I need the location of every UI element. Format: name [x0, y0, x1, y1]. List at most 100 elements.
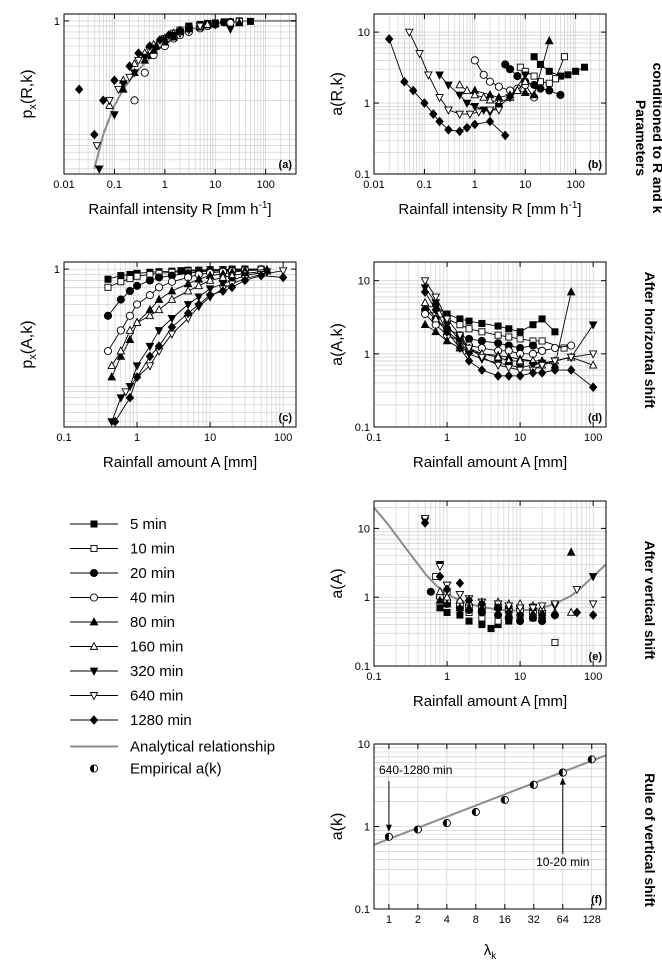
data-point — [154, 283, 164, 292]
x-tick-label: 1 — [444, 671, 450, 683]
x-tick-label: 0.1 — [366, 432, 381, 444]
data-point — [545, 86, 554, 95]
data-point — [409, 85, 418, 96]
data-point — [538, 315, 546, 323]
data-point — [464, 595, 474, 606]
panel-c: 0.1 1 10 100 1 (c) Rainfall amount A [mm] px(A,… — [19, 261, 297, 471]
x-ticks-d: 0.1 1 10 100 — [366, 262, 602, 444]
legend-item: 5 min — [70, 516, 167, 533]
y-tick-label: 1 — [54, 16, 60, 28]
data-point — [464, 334, 474, 343]
data-point — [493, 371, 503, 381]
legend-item-analytical: Analytical relationship — [70, 739, 275, 756]
legend-label: 1280 min — [130, 712, 192, 729]
data-point — [130, 69, 139, 78]
data-point — [145, 342, 155, 352]
y-tick-label: 1 — [364, 98, 370, 110]
data-point — [426, 587, 435, 596]
data-point — [116, 346, 126, 355]
data-point — [516, 328, 524, 336]
data-point — [164, 30, 174, 40]
panel-label: (a) — [279, 159, 293, 171]
panel-label: (d) — [588, 412, 602, 424]
axes-frame — [63, 13, 297, 175]
data-point — [104, 283, 112, 291]
data-point — [551, 638, 559, 646]
data-point — [234, 17, 244, 27]
data-point — [493, 361, 503, 371]
y-axis-label-sub: x — [27, 354, 39, 360]
x-tick-label: 0.1 — [107, 179, 122, 191]
data-point — [528, 610, 538, 620]
data-point — [155, 35, 165, 45]
data-point — [455, 80, 464, 89]
data-point — [167, 286, 177, 295]
data-point — [110, 416, 120, 427]
y-axis-label-main: p — [19, 360, 36, 369]
y-ticks-b: 0.1 1 10 — [355, 27, 606, 181]
data-point — [246, 17, 254, 25]
x-tick-label: 32 — [528, 914, 540, 926]
data-point — [140, 68, 149, 77]
data-point — [420, 277, 430, 286]
legend-marker — [89, 568, 99, 578]
data-point — [420, 98, 429, 108]
data-point — [505, 94, 515, 103]
x-tick-label: 100 — [256, 179, 274, 191]
y-ticks-c: 1 — [54, 264, 296, 276]
data-point — [536, 84, 545, 93]
data-point — [550, 343, 559, 353]
plot-area-f — [374, 754, 606, 846]
data-point — [493, 603, 503, 613]
data-point — [567, 341, 576, 350]
legend-marker — [89, 617, 99, 626]
data-point — [125, 325, 135, 334]
data-point — [470, 119, 480, 130]
data-point — [167, 277, 176, 286]
y-axis-label: a(A) — [329, 568, 346, 598]
data-point — [126, 275, 134, 283]
data-point — [462, 99, 472, 108]
x-axis-label-main: λ — [484, 942, 492, 959]
empirical-point — [443, 819, 447, 827]
data-point — [550, 610, 560, 620]
data-point — [520, 76, 530, 86]
data-point — [500, 130, 510, 141]
y-axis-label-sub: x — [27, 104, 39, 110]
data-point — [116, 394, 126, 403]
data-point — [436, 604, 444, 612]
data-point — [501, 60, 510, 69]
data-point — [262, 268, 272, 277]
data-point — [435, 71, 444, 80]
data-point — [505, 333, 513, 341]
grid-e — [373, 501, 606, 667]
y-axis-label: px(A,k) — [19, 320, 39, 368]
data-point — [167, 315, 177, 324]
empirical-point — [588, 755, 592, 764]
data-point — [465, 325, 473, 333]
data-point — [107, 360, 117, 370]
data-point — [132, 300, 142, 309]
data-point — [132, 362, 142, 371]
data-point — [470, 102, 480, 112]
data-point — [505, 325, 513, 333]
panel-label: (f) — [591, 894, 602, 906]
x-tick-label: 100 — [584, 671, 602, 683]
data-point — [154, 327, 164, 336]
side-label-row2: After horizontal shift — [642, 272, 658, 409]
data-point — [455, 110, 464, 119]
panel-e: 0.1 1 10 100 0.1 1 10 (e) Rainfall amount A [mm]… — [329, 500, 607, 710]
x-axis-label: Rainfall intensity R [mm h-1] — [398, 200, 581, 218]
data-point — [145, 291, 154, 300]
data-point — [456, 315, 464, 323]
data-point — [538, 337, 546, 345]
data-point — [537, 602, 547, 611]
data-point — [455, 331, 465, 341]
series-line — [439, 74, 526, 113]
x-tick-label: 0.1 — [56, 432, 71, 444]
data-point — [529, 90, 539, 99]
y-tick-label: 1 — [54, 264, 60, 276]
y-axis-label-main: a(k) — [329, 813, 346, 841]
legend-label: 320 min — [130, 663, 183, 680]
